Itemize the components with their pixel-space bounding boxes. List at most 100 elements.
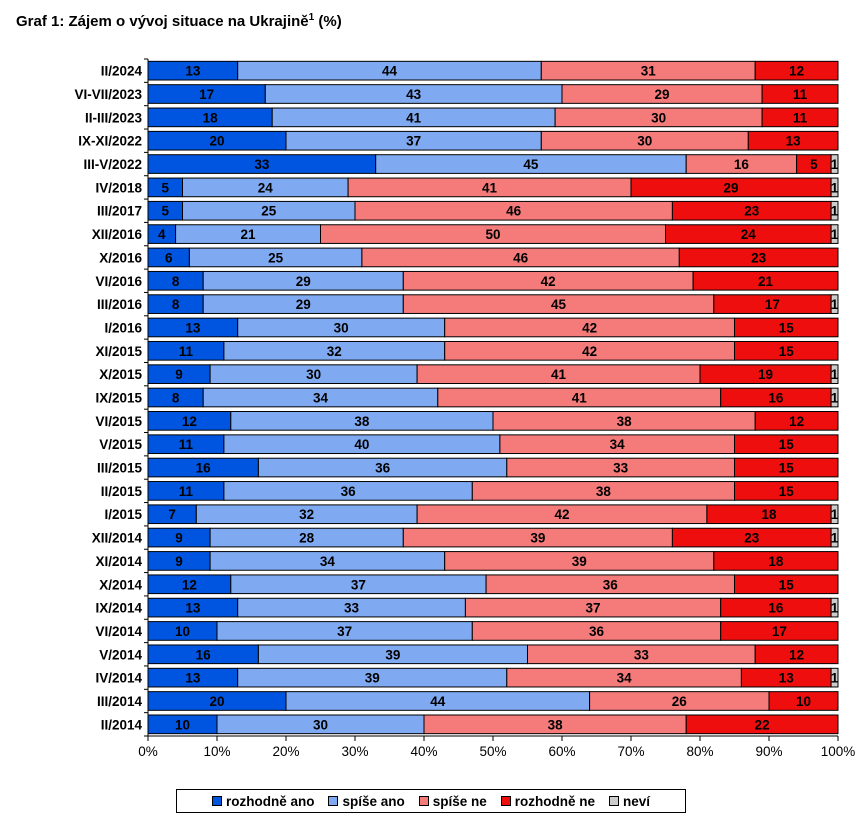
data-label: 5 [810,157,818,172]
category-label: XII/2014 [92,531,143,546]
category-label: II/2015 [101,484,143,499]
data-label: 1 [831,507,839,522]
category-label: IX-XI/2022 [78,134,142,149]
bar-segment [830,177,839,198]
data-label: 33 [613,461,629,476]
data-label: 30 [306,367,321,382]
data-label: 18 [203,110,219,125]
category-label: VI-VII/2023 [74,87,142,102]
data-label: 11 [179,484,194,499]
data-label: 5 [161,180,169,195]
bar-segment [830,294,839,314]
data-label: 29 [296,297,311,312]
data-label: 16 [768,601,784,616]
data-label: 12 [182,414,197,429]
data-label: 15 [779,320,795,335]
data-label: 13 [185,671,201,686]
data-label: 33 [254,157,270,172]
data-label: 11 [179,437,194,452]
data-label: 6 [165,250,173,265]
data-label: 1 [831,601,839,616]
data-label: 4 [158,227,166,242]
legend-label: spíše ano [342,793,405,809]
data-label: 45 [523,157,539,172]
x-tick-label: 0% [138,744,158,759]
bar-segment [734,574,839,595]
data-label: 11 [793,110,808,125]
category-label: III/2015 [97,461,143,476]
data-label: 38 [354,414,370,429]
data-label: 36 [341,484,357,499]
category-label: X/2014 [99,577,142,592]
data-label: 25 [261,204,277,219]
category-label: II/2014 [101,717,143,732]
data-label: 36 [603,577,619,592]
x-tick-label: 60% [548,744,575,759]
category-label: XII/2016 [92,227,143,242]
chart-title-text: Graf 1: Zájem o vývoj situace na Ukrajin… [16,13,309,30]
bar-segment [830,597,839,618]
data-label: 41 [551,367,567,382]
category-label: II-III/2023 [85,110,143,125]
data-label: 18 [768,554,784,569]
data-label: 13 [185,320,201,335]
data-label: 15 [779,577,795,592]
data-label: 21 [241,227,257,242]
data-label: 44 [430,694,446,709]
data-label: 36 [589,624,605,639]
legend-label: spíše ne [432,793,487,809]
data-label: 12 [182,577,197,592]
bar-segment [768,691,839,711]
data-label: 23 [744,204,760,219]
data-label: 1 [831,297,839,312]
data-label: 16 [768,391,784,406]
category-label: III/2017 [97,204,142,219]
data-label: 1 [831,204,839,219]
data-label: 9 [175,554,183,569]
data-label: 18 [761,507,777,522]
legend-item: rozhodně ano [211,793,315,809]
x-tick-label: 100% [821,744,856,759]
data-label: 41 [572,391,588,406]
data-label: 36 [375,461,391,476]
x-tick-label: 50% [479,744,506,759]
data-label: 1 [831,367,839,382]
data-label: 37 [586,601,601,616]
data-label: 23 [751,250,767,265]
x-tick-label: 20% [272,744,299,759]
data-label: 34 [610,437,626,452]
data-label: 34 [320,554,336,569]
data-label: 10 [175,717,190,732]
data-label: 37 [351,577,366,592]
category-label: III/2014 [97,694,143,709]
data-label: 8 [172,391,180,406]
category-label: XI/2014 [95,554,142,569]
legend-swatch [211,796,222,806]
data-label: 39 [530,531,545,546]
data-label: 38 [596,484,612,499]
data-label: 17 [765,297,780,312]
data-label: 33 [634,647,650,662]
data-label: 43 [406,87,422,102]
data-label: 12 [789,414,804,429]
data-label: 19 [758,367,773,382]
legend-label: rozhodně ano [225,793,315,809]
bar-segment [685,714,839,735]
category-label: II/2024 [101,64,143,79]
data-label: 38 [548,717,564,732]
bar-segment [830,667,839,688]
data-label: 13 [185,64,201,79]
category-label: X/2015 [99,367,142,382]
data-label: 1 [831,391,839,406]
bar-segment [830,504,839,525]
data-label: 39 [365,671,380,686]
data-label: 29 [655,87,670,102]
data-label: 30 [313,717,328,732]
category-label: IX/2015 [95,391,142,406]
data-label: 15 [779,461,795,476]
data-label: 22 [755,717,770,732]
category-label: X/2016 [99,250,142,265]
x-tick-label: 30% [341,744,368,759]
data-label: 15 [779,484,795,499]
legend-item: rozhodně ne [500,794,595,809]
